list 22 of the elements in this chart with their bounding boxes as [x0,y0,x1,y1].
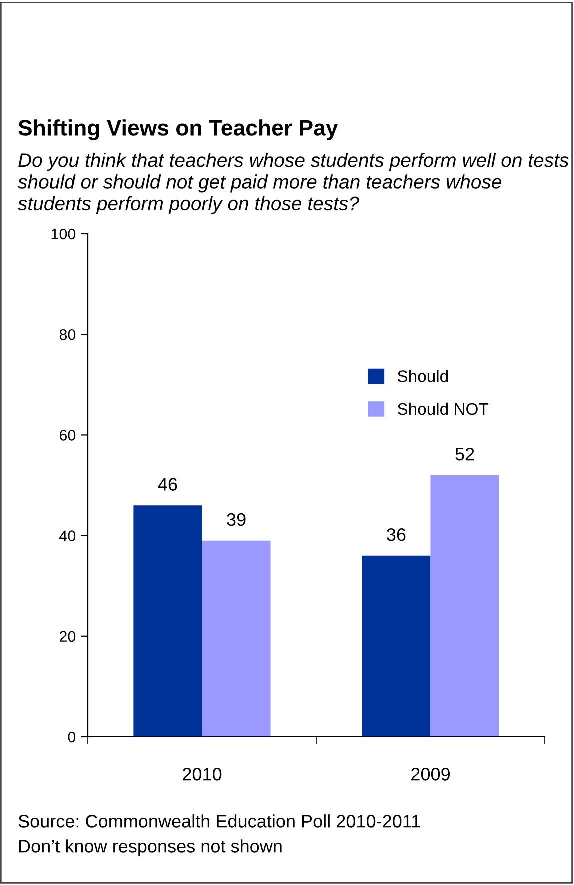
text: Don’t know responses not shown [19,840,282,856]
x-tick-label: 2010 [183,768,222,781]
chart-title: Shifting Views on Teacher Pay [18,120,338,140]
data-label: 39 [227,513,246,526]
bar [202,540,271,737]
data-label: 36 [387,528,406,542]
bar [362,556,431,737]
y-tick-label: 40 [60,530,76,542]
bar [134,506,202,737]
bar [430,475,500,737]
y-tick-label: 100 [52,228,76,240]
chart-subtitle: Do you think that teachers whose students perform well on tests should or should not get paid more than teachers whose students perform poorly on those tests? [18,153,569,214]
y-tick-label: 20 [60,631,76,642]
legend-label: Should NOT [398,402,489,416]
data-label: 52 [456,448,474,461]
y-tick-label: 60 [60,430,76,441]
y-tick-label: 0 [68,732,76,743]
source-note: Source: Commonwealth Education Poll 2010-2011 [18,814,420,828]
x-tick-label: 2009 [412,768,450,781]
y-tick-label: 80 [60,329,76,340]
legend-label: Should [398,370,448,382]
data-label: 46 [158,478,178,491]
